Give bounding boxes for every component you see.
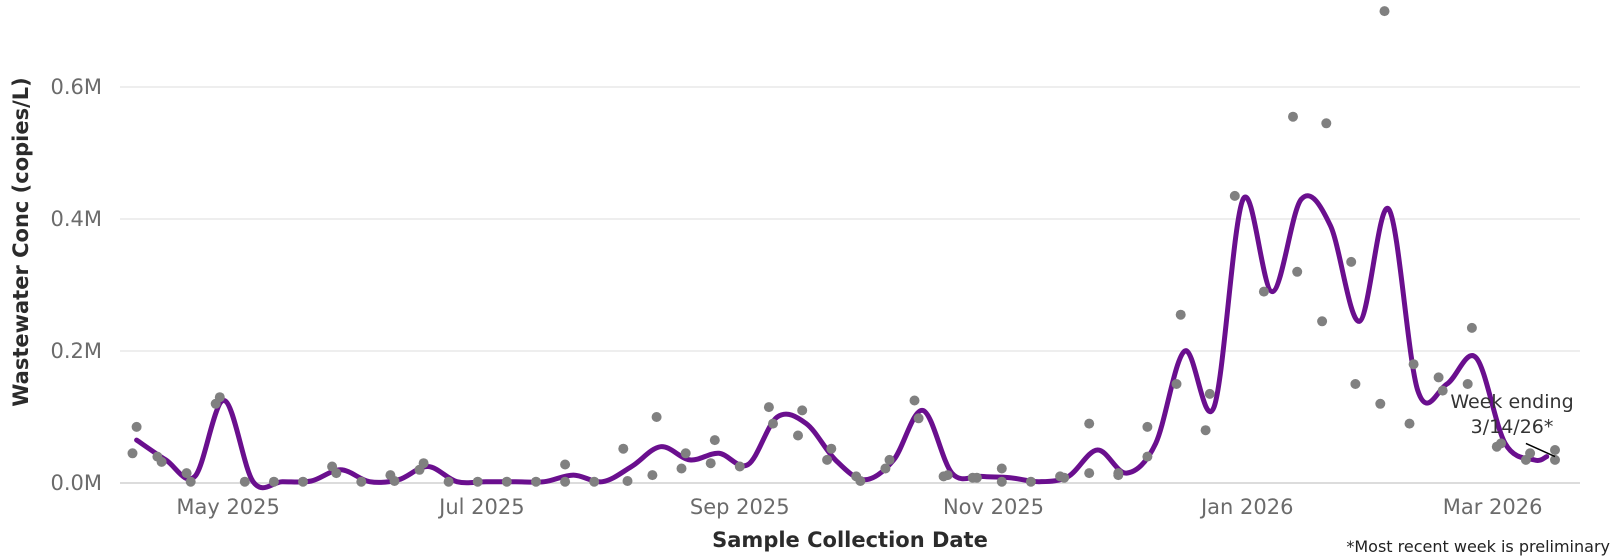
y-tick-label: 0.0M: [50, 471, 102, 495]
data-point: [797, 405, 808, 416]
data-point: [1550, 445, 1560, 455]
data-point: [1346, 256, 1357, 267]
x-axis-title: Sample Collection Date: [712, 528, 988, 552]
data-point: [855, 476, 866, 486]
data-point: [531, 476, 541, 487]
data-point: [1288, 111, 1298, 122]
data-point: [709, 435, 720, 446]
data-point: [1142, 421, 1153, 432]
data-point: [1175, 309, 1186, 320]
series-layer: [134, 193, 1550, 491]
data-point: [1025, 476, 1036, 487]
data-point: [156, 456, 167, 467]
data-point: [181, 468, 192, 479]
data-point: [127, 448, 138, 459]
data-point: [1496, 438, 1506, 449]
data-point: [1437, 385, 1448, 396]
x-tick-label: Jan 2026: [1199, 495, 1294, 519]
data-point: [356, 476, 367, 487]
data-point: [1292, 266, 1303, 277]
data-point: [185, 476, 196, 487]
data-point: [560, 476, 571, 487]
annotation-line2: 3/14/26*: [1471, 416, 1554, 438]
data-point: [1550, 454, 1560, 465]
data-point: [418, 458, 429, 469]
x-tick-label: Mar 2026: [1443, 495, 1543, 519]
data-point: [705, 458, 716, 469]
data-point: [996, 476, 1007, 487]
data-point: [1200, 425, 1211, 436]
y-tick-label: 0.2M: [50, 339, 102, 363]
data-point: [1258, 286, 1269, 297]
data-point: [1084, 418, 1095, 429]
data-point: [1229, 190, 1240, 201]
y-tick-label: 0.6M: [50, 75, 102, 99]
data-point: [1113, 470, 1124, 481]
data-point: [880, 463, 891, 474]
y-axis: 0.0M 0.2M 0.4M 0.6M: [50, 75, 102, 495]
data-point: [443, 476, 454, 487]
gridlines: [120, 86, 1580, 352]
data-point: [618, 443, 629, 454]
data-point: [826, 443, 837, 454]
data-point: [913, 413, 924, 424]
x-tick-label: May 2025: [176, 495, 280, 519]
data-point: [1059, 472, 1070, 483]
data-point: [768, 418, 778, 429]
y-axis-title: Wastewater Conc (copies/L): [9, 77, 33, 407]
data-point: [996, 463, 1007, 474]
data-point: [651, 412, 662, 422]
data-point: [331, 468, 342, 479]
data-point: [1379, 6, 1390, 17]
data-point: [942, 470, 953, 481]
data-point: [763, 402, 774, 413]
data-point: [971, 472, 982, 483]
x-tick-label: Nov 2025: [943, 495, 1044, 519]
data-point: [1204, 388, 1215, 399]
data-point: [1084, 468, 1095, 479]
data-point: [1462, 379, 1473, 389]
x-axis: May 2025 Jul 2025 Sep 2025 Nov 2025 Jan 2026…: [176, 495, 1542, 519]
data-point: [298, 476, 308, 487]
x-tick-label: Sep 2025: [690, 495, 790, 519]
footnote: *Most recent week is preliminary: [1346, 537, 1610, 556]
data-point: [214, 392, 225, 403]
y-tick-label: 0.4M: [50, 207, 102, 231]
data-point: [909, 395, 920, 406]
data-point: [676, 463, 687, 474]
data-point: [1142, 451, 1153, 462]
data-point: [1408, 359, 1419, 370]
data-point: [1404, 418, 1415, 429]
annotation-pointer: [1525, 442, 1556, 458]
data-point: [472, 476, 483, 487]
data-point: [884, 454, 895, 465]
trend-line: [134, 193, 1550, 491]
data-point: [1317, 316, 1328, 327]
data-point: [1525, 448, 1536, 459]
data-point: [389, 476, 400, 486]
data-point: [822, 454, 833, 465]
data-points: [127, 6, 1560, 487]
annotation-line1: Week ending: [1450, 391, 1573, 413]
data-point: [793, 430, 803, 441]
data-point: [268, 476, 279, 487]
data-point: [131, 421, 142, 432]
data-point: [647, 470, 658, 481]
data-point: [1350, 379, 1361, 389]
annotation: Week ending 3/14/26*: [1450, 391, 1574, 458]
data-point: [734, 461, 745, 472]
data-point: [560, 459, 571, 470]
data-point: [1171, 379, 1182, 389]
data-point: [1466, 322, 1477, 333]
data-point: [680, 448, 691, 459]
data-point: [622, 476, 633, 486]
data-point: [1375, 398, 1386, 409]
data-point: [1433, 372, 1444, 383]
data-point: [501, 476, 512, 487]
data-point: [1321, 118, 1332, 129]
x-tick-label: Jul 2025: [437, 495, 524, 519]
data-point: [239, 476, 250, 487]
data-point: [589, 476, 600, 487]
